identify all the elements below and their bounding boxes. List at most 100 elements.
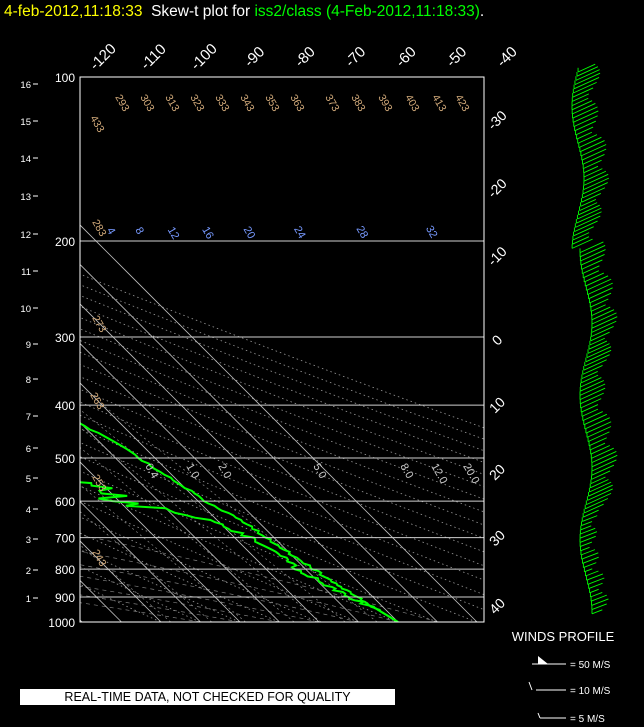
height-tick-label: 10 [20, 304, 31, 315]
mixing-ratio-value-label: 1.0 [183, 462, 201, 481]
mixing-ratio-label: 12 [165, 225, 182, 242]
wind-barb [580, 398, 602, 409]
wind-barb [584, 417, 610, 430]
mixing-ratio-value-label: 2.0 [215, 462, 233, 481]
wind-barb [579, 387, 606, 401]
wind-legend-label: = 50 M/S [570, 660, 611, 671]
wind-barb [571, 103, 596, 115]
dry-adiabat [80, 376, 484, 539]
wind-barb [580, 144, 607, 157]
wind-barb [589, 588, 599, 594]
wind-barb [574, 220, 598, 233]
dry-adiabat-label: 353 [262, 93, 281, 114]
height-tick-label: 15 [20, 117, 31, 128]
top-temperature-label: -100 [187, 40, 220, 73]
wind-barb [576, 66, 599, 77]
wind-barb [589, 442, 606, 451]
wind-barb [572, 106, 598, 119]
wind-barb [589, 292, 612, 304]
wind-barb [581, 148, 607, 161]
wind-barb [581, 193, 601, 203]
dry-adiabat [80, 500, 359, 622]
dry-adiabat [80, 401, 484, 567]
wind-barb [583, 170, 607, 182]
wind-barb [580, 392, 604, 405]
wind-barb [573, 226, 594, 237]
mixing-ratio-value-label: 20.0 [460, 462, 481, 487]
wind-barb [591, 464, 615, 476]
wind-barb [572, 236, 590, 245]
header-suffix: . [479, 3, 485, 20]
dry-adiabat-label: 293 [112, 93, 131, 114]
height-tick-label: 8 [26, 375, 31, 386]
dry-adiabat [80, 340, 484, 500]
wind-barb [579, 202, 598, 212]
wind-barb [582, 556, 599, 564]
wind-barb [587, 282, 613, 296]
pressure-tick-label: 900 [55, 591, 75, 605]
wind-barb [584, 354, 610, 367]
wind-barb [590, 592, 603, 598]
right-temperature-label: -20 [484, 175, 510, 201]
wind-barb [586, 278, 612, 291]
wind-barb [583, 173, 609, 186]
wind-barb [579, 383, 606, 396]
isotherm [80, 500, 201, 622]
isotherm [80, 224, 478, 622]
wind-barb [590, 479, 609, 489]
wind-barb [571, 238, 593, 249]
wind-barb [573, 115, 598, 128]
wind-barb [580, 527, 596, 535]
wind-barb [575, 126, 594, 136]
top-temperature-label: -60 [392, 43, 419, 70]
wind-barb [580, 525, 592, 531]
height-tick-label: 7 [26, 412, 31, 423]
dry-adiabat-label: 413 [429, 93, 448, 114]
wind-barb [577, 207, 602, 220]
wind-barb [590, 445, 610, 455]
wind-barb [591, 454, 618, 468]
wind-barb [585, 570, 599, 577]
dry-adiabat [80, 414, 484, 581]
top-temperature-label: -40 [493, 43, 520, 70]
dry-adiabat [80, 317, 484, 475]
wind-barb [581, 259, 603, 270]
mixing-ratio-value-label: 0.4 [142, 462, 160, 481]
right-temperature-label: -30 [484, 107, 510, 133]
wind-barb [580, 249, 606, 262]
wind-barb [591, 306, 611, 317]
pressure-tick-label: 700 [55, 532, 75, 546]
wind-barb [591, 326, 614, 338]
wind-barb [581, 370, 598, 380]
wind-barb [573, 77, 600, 90]
dry-adiabat-label: 423 [452, 93, 471, 114]
wind-barb [591, 447, 614, 459]
isotherm [80, 382, 320, 622]
dry-adiabat [80, 284, 484, 440]
mixing-ratio-value-label: 12.0 [428, 462, 449, 487]
mixing-ratio-line [102, 404, 378, 622]
height-tick-label: 4 [26, 505, 31, 516]
wind-barb [590, 304, 606, 312]
right-temperature-label: -10 [484, 243, 510, 269]
dry-adiabat-label: 393 [375, 93, 394, 114]
wind-barb [583, 413, 608, 426]
dry-adiabat-label: 323 [187, 93, 206, 114]
wind-barb [587, 577, 605, 585]
wind-barb [585, 275, 609, 287]
wind-barb [571, 100, 593, 111]
top-temperature-label: -120 [86, 40, 119, 73]
wind-barb [585, 421, 612, 434]
dry-adiabat [80, 295, 484, 452]
wind-barb [580, 549, 596, 556]
height-tick-label: 14 [20, 154, 31, 165]
wind-barb [578, 136, 602, 149]
wind-barb [591, 609, 603, 615]
wind-barb [577, 63, 596, 73]
dry-adiabat-label: 363 [287, 93, 306, 114]
wind-barb [572, 87, 594, 98]
wind-barb [582, 365, 603, 375]
wind-barb [591, 316, 618, 329]
wind-barb [585, 349, 612, 363]
quality-notice: REAL-TIME DATA, NOT CHECKED FOR QUALITY [20, 689, 395, 705]
